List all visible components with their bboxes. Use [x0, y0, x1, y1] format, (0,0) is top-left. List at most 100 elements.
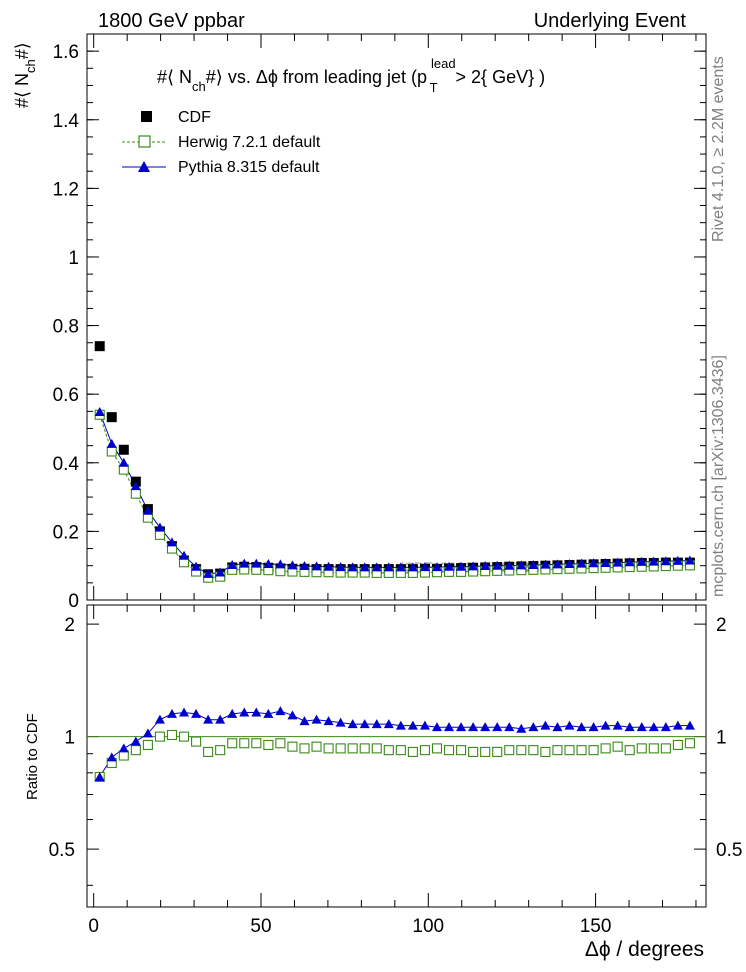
pythia-point	[648, 556, 659, 566]
ratio-pythia-point	[480, 722, 491, 732]
ratio-herwig-point	[166, 729, 178, 741]
ratio-herwig-point	[684, 738, 695, 749]
ratio-herwig-point	[468, 746, 479, 757]
ratio-herwig-point	[130, 745, 141, 756]
pythia-point	[347, 562, 358, 572]
ratio-pythia-point	[179, 707, 190, 717]
cdf-point	[106, 412, 117, 423]
ratio-y-tick-label-right: 1	[716, 728, 727, 749]
ratio-herwig-point	[154, 731, 165, 742]
main-y-ticks: 0 0.2 0.4 0.6 0.8 1 1.2 1.4 1.6	[53, 33, 706, 612]
ratio-pythia-point	[263, 708, 274, 718]
pythia-point	[287, 560, 298, 570]
x-tick-label: 150	[580, 916, 612, 937]
ratio-pythia-point	[444, 722, 455, 732]
ratio-pythia-point	[540, 720, 551, 730]
pythia-point	[227, 560, 238, 570]
ratio-herwig-point	[335, 743, 346, 754]
ratio-herwig-point	[203, 746, 214, 757]
pythia-point	[624, 557, 635, 567]
ratio-pythia-point	[142, 728, 153, 738]
legend-herwig-label: Herwig 7.2.1 default	[178, 134, 321, 151]
herwig-point	[106, 446, 117, 457]
ratio-data-marks	[94, 706, 695, 782]
main-panel: 00.20.40.60.811.21.41.6 (CDF_2001_I56467…	[12, 33, 707, 612]
ratio-pythia-point	[323, 716, 334, 726]
ylabel-part-b: #⟩	[12, 42, 32, 59]
ratio-y-label: Ratio to CDF	[24, 713, 41, 800]
ratio-herwig-point	[648, 743, 659, 754]
main-y-tick-label: 1.6	[53, 42, 79, 63]
ratio-herwig-point	[588, 745, 599, 756]
pythia-point	[323, 561, 334, 571]
ratio-pythia-point	[552, 722, 563, 732]
ratio-herwig-point	[612, 741, 623, 752]
pythia-point	[660, 556, 671, 566]
pythia-point	[516, 560, 527, 570]
pythia-point	[251, 558, 262, 568]
pythia-point	[576, 558, 587, 568]
ratio-pythia-point	[359, 719, 370, 729]
ratio-pythia-point	[275, 706, 286, 716]
ratio-pythia-point	[576, 722, 587, 732]
ratio-pythia-point	[588, 722, 599, 732]
ratio-pythia-point	[371, 719, 382, 729]
ratio-herwig-point	[299, 743, 310, 754]
ratio-herwig-point	[516, 745, 527, 756]
legend-cdf-label: CDF	[178, 109, 211, 126]
ratio-pythia-point	[648, 722, 659, 732]
pythia-point	[94, 407, 105, 417]
pythia-point	[275, 559, 286, 569]
ratio-herwig-point	[215, 745, 226, 756]
main-y-tick-label: 1	[68, 248, 79, 269]
ratio-herwig-point	[576, 745, 587, 756]
pythia-point	[371, 562, 382, 572]
ratio-herwig-point	[431, 743, 443, 754]
pythia-point	[407, 562, 418, 572]
header-right: Underlying Event	[534, 10, 687, 32]
pythia-point	[540, 559, 551, 569]
pythia-point	[600, 557, 611, 567]
pythia-point	[444, 561, 455, 571]
ratio-pythia-point	[251, 707, 262, 717]
ratio-herwig-point	[227, 738, 238, 749]
ratio-pythia-point	[347, 719, 358, 729]
main-y-tick-label: 1.4	[53, 111, 80, 132]
title-part-c: > 2{ GeV} )	[456, 67, 546, 87]
pythia-point	[118, 457, 129, 467]
ratio-pythia-point	[227, 708, 238, 718]
pythia-point	[564, 558, 575, 568]
pythia-point	[263, 558, 274, 568]
main-x-ticks	[93, 34, 697, 600]
main-y-tick-label: 0.4	[53, 454, 80, 475]
pythia-point	[684, 555, 695, 565]
pythia-point	[335, 562, 346, 572]
ratio-panel: 0.5 0.5 1 1 2 2 0 50 100 150 Ratio to CDF Δϕ / d…	[24, 604, 742, 961]
ratio-pythia-point	[166, 708, 177, 718]
ratio-pythia-point	[106, 752, 117, 762]
ratio-herwig-point	[275, 738, 286, 749]
ratio-pythia-point	[660, 722, 671, 732]
ratio-pythia-point	[516, 723, 527, 733]
ratio-pythia-point	[215, 714, 226, 724]
ratio-pythia-point	[395, 720, 406, 730]
ratio-pythia-point	[335, 717, 346, 727]
ratio-x-ticks: 0 50 100 150	[88, 605, 697, 937]
pythia-point	[672, 555, 683, 565]
x-tick-label: 50	[250, 916, 271, 937]
legend-herwig-marker	[138, 135, 151, 148]
chart-title: #⟨ Nch#⟩ vs. Δϕ from leading jet (p lead T…	[157, 56, 545, 95]
pythia-line	[99, 411, 690, 575]
ratio-herwig-point	[624, 745, 635, 756]
ratio-pythia-point	[564, 720, 575, 730]
legend-pythia-label: Pythia 8.315 default	[178, 159, 320, 176]
cdf-point	[118, 444, 129, 455]
ratio-herwig-point	[383, 745, 394, 756]
ratio-herwig-point	[347, 743, 358, 754]
ratio-pythia-point	[672, 720, 683, 730]
title-part-b: #⟩ vs. Δϕ from leading jet (p	[206, 67, 427, 87]
pythia-point	[383, 562, 394, 572]
x-axis-label: Δϕ / degrees	[585, 938, 704, 961]
main-y-tick-label: 0.2	[53, 522, 79, 543]
